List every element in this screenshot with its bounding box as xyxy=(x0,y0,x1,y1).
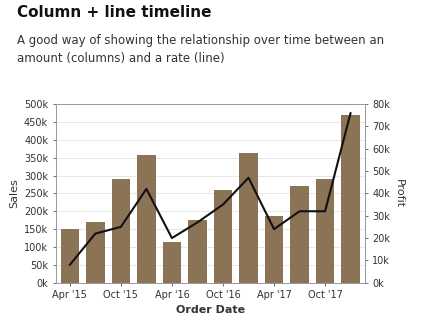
Bar xyxy=(60,229,79,283)
Bar xyxy=(214,190,232,283)
Bar xyxy=(112,179,130,283)
Y-axis label: Profit: Profit xyxy=(394,179,404,208)
X-axis label: Order Date: Order Date xyxy=(175,305,245,315)
Bar xyxy=(341,115,360,283)
Bar xyxy=(265,215,283,283)
Bar xyxy=(316,179,334,283)
Bar xyxy=(290,186,309,283)
Bar xyxy=(188,220,207,283)
Bar xyxy=(239,153,258,283)
Text: Column + line timeline: Column + line timeline xyxy=(17,5,211,20)
Y-axis label: Sales: Sales xyxy=(10,178,20,208)
Text: A good way of showing the relationship over time between an
amount (columns) and: A good way of showing the relationship o… xyxy=(17,34,384,65)
Bar xyxy=(86,222,105,283)
Bar xyxy=(137,155,156,283)
Bar xyxy=(163,241,181,283)
